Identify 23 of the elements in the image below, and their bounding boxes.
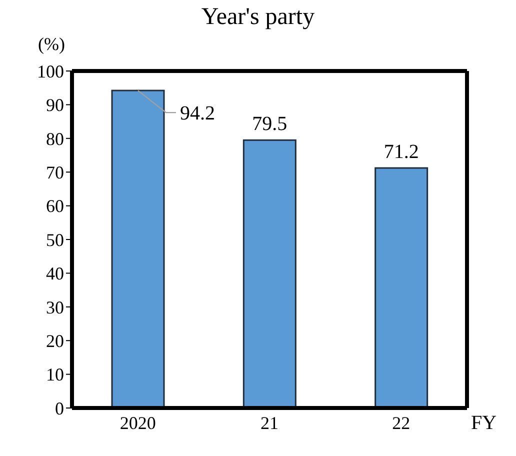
x-tick-label: 2020 (120, 412, 156, 433)
data-label: 79.5 (252, 113, 288, 136)
bar (242, 139, 296, 408)
bar (111, 90, 165, 408)
data-label: 71.2 (384, 141, 419, 164)
x-axis-title: FY (471, 412, 497, 435)
y-axis-title: (%) (38, 34, 65, 55)
x-tick-label: 21 (260, 412, 278, 433)
y-tick-label: 100 (37, 61, 64, 82)
x-tick-label: 22 (392, 412, 410, 433)
y-tick-label: 20 (46, 330, 64, 351)
y-tick-label: 80 (46, 128, 64, 149)
y-tick-label: 30 (46, 297, 64, 318)
y-tick-label: 10 (46, 364, 64, 385)
y-tick-label: 60 (46, 196, 64, 216)
data-label: 94.2 (180, 102, 215, 125)
y-tick-label: 70 (46, 162, 64, 182)
y-tick-label: 90 (46, 95, 64, 116)
y-tick-label: 0 (55, 398, 64, 418)
y-tick-label: 40 (46, 264, 64, 284)
bar (374, 167, 428, 408)
chart-title: Year's party (200, 4, 316, 31)
y-tick-label: 50 (46, 230, 64, 250)
